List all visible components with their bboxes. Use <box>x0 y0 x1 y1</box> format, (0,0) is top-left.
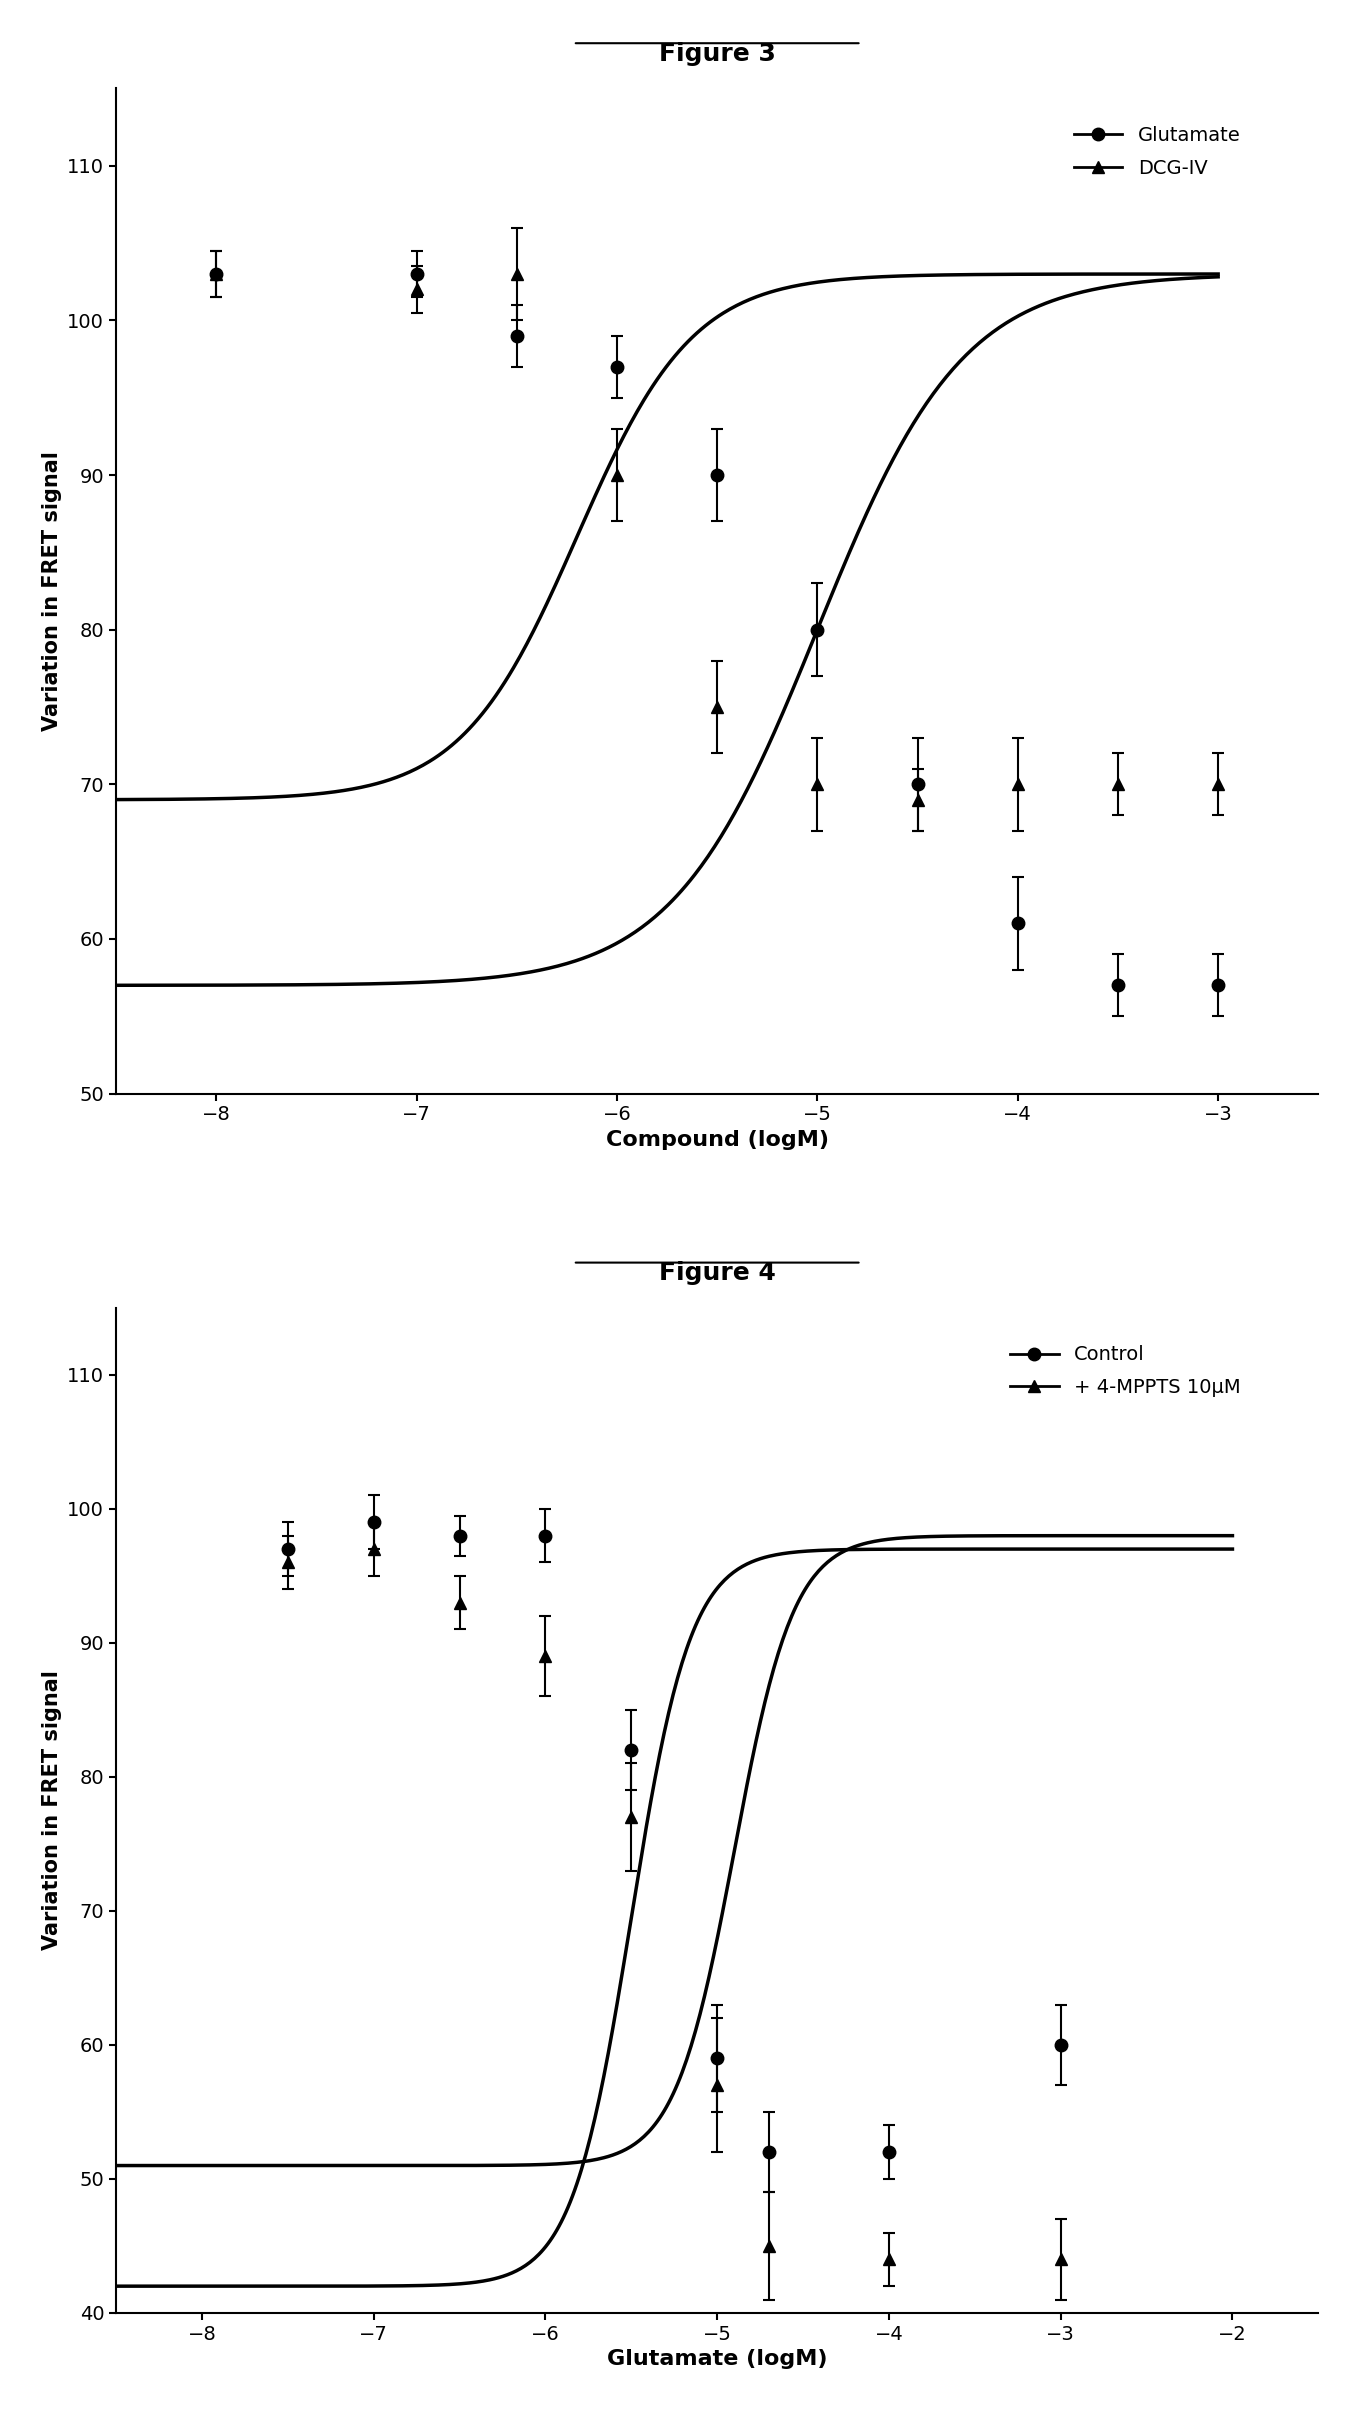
Title: Figure 4: Figure 4 <box>658 1261 775 1285</box>
X-axis label: Glutamate (logM): Glutamate (logM) <box>607 2348 827 2370</box>
Y-axis label: Variation in FRET signal: Variation in FRET signal <box>42 1671 61 1950</box>
Legend: Glutamate, DCG-IV: Glutamate, DCG-IV <box>1066 118 1248 186</box>
Title: Figure 3: Figure 3 <box>658 41 775 65</box>
Y-axis label: Variation in FRET signal: Variation in FRET signal <box>42 451 61 731</box>
Legend: Control, + 4-MPPTS 10μM: Control, + 4-MPPTS 10μM <box>1002 1338 1248 1406</box>
X-axis label: Compound (logM): Compound (logM) <box>605 1131 828 1150</box>
